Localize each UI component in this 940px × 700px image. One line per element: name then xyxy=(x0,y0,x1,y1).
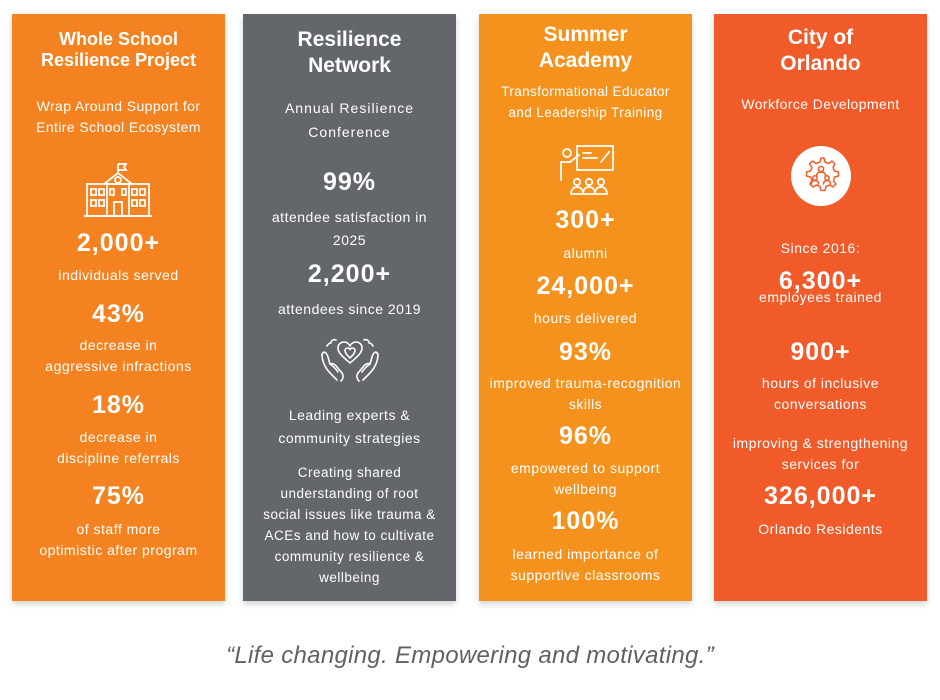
card-title: Summer Academy xyxy=(538,23,633,72)
stat-label: decrease in discipline referrals xyxy=(57,429,180,466)
stat-value: 6,300+ xyxy=(778,267,863,295)
stat-value: 24,000+ xyxy=(536,272,635,300)
stat-label: hours delivered xyxy=(533,310,638,326)
testimonial-quote: “Life changing. Empowering and motivatin… xyxy=(226,642,714,669)
stat-label: attendee satisfaction in 2025 xyxy=(271,209,428,248)
card-subtitle: Workforce Development xyxy=(741,96,900,112)
stat-label: improved trauma-recognition skills xyxy=(489,375,682,412)
stat-value: 93% xyxy=(558,338,613,366)
stat-label: individuals served xyxy=(58,267,179,283)
stat-value: 75% xyxy=(91,482,146,510)
stat-label: learned importance of supportive classro… xyxy=(510,546,661,583)
card-subtitle: Annual Resilience Conference xyxy=(284,100,415,140)
card-subtitle: Wrap Around Support for Entire School Ec… xyxy=(36,98,201,135)
school-building-icon xyxy=(84,163,152,217)
stat-value: 99% xyxy=(322,168,377,196)
stat-label: decrease in aggressive infractions xyxy=(45,337,192,374)
stat-label: of staff more optimistic after program xyxy=(39,521,198,558)
feature-text: Leading experts & community strategies xyxy=(278,407,421,446)
stat-value: 326,000+ xyxy=(764,482,877,510)
stat-label: empowered to support wellbeing xyxy=(510,460,661,497)
stat-value: 2,000+ xyxy=(76,229,161,257)
stat-label: attendees since 2019 xyxy=(277,301,422,317)
card-title: Whole School Resilience Project xyxy=(40,29,197,70)
stat-value: 43% xyxy=(91,300,146,328)
card-resilience-network: Resilience Network Annual Resilience Con… xyxy=(243,14,456,601)
improving-text: improving & strengthening services for xyxy=(732,435,909,472)
stat-value: 100% xyxy=(551,507,620,535)
stat-value: 18% xyxy=(91,391,146,419)
card-title: City of Orlando xyxy=(780,26,861,75)
card-title: Resilience Network xyxy=(297,28,402,77)
stat-value: 96% xyxy=(558,422,613,450)
card-subtitle: Transformational Educator and Leadership… xyxy=(501,84,670,120)
hands-heart-icon xyxy=(321,338,379,382)
stat-label: employees trained xyxy=(759,289,882,305)
stat-label: Orlando Residents xyxy=(758,521,883,537)
stat-label: alumni xyxy=(563,245,608,261)
stat-label: hours of inclusive conversations xyxy=(761,375,880,412)
stat-value: 2,200+ xyxy=(307,260,392,288)
card-summer-academy: Summer Academy Transformational Educator… xyxy=(479,14,692,601)
card-city-of-orlando: City of Orlando Workforce Development Si… xyxy=(714,14,927,601)
teacher-presentation-icon xyxy=(560,145,614,195)
card-whole-school: Whole School Resilience Project Wrap Aro… xyxy=(12,14,225,601)
body-text: Creating shared understanding of root so… xyxy=(263,465,436,585)
stat-value: 900+ xyxy=(790,338,851,366)
stat-value: 300+ xyxy=(555,206,616,234)
since-label: Since 2016: xyxy=(780,240,861,256)
workforce-gear-icon xyxy=(791,146,851,206)
